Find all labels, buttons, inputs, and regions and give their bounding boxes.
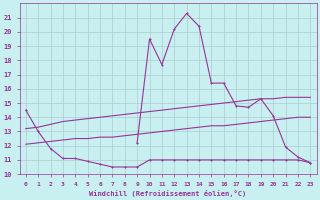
X-axis label: Windchill (Refroidissement éolien,°C): Windchill (Refroidissement éolien,°C) — [90, 190, 247, 197]
